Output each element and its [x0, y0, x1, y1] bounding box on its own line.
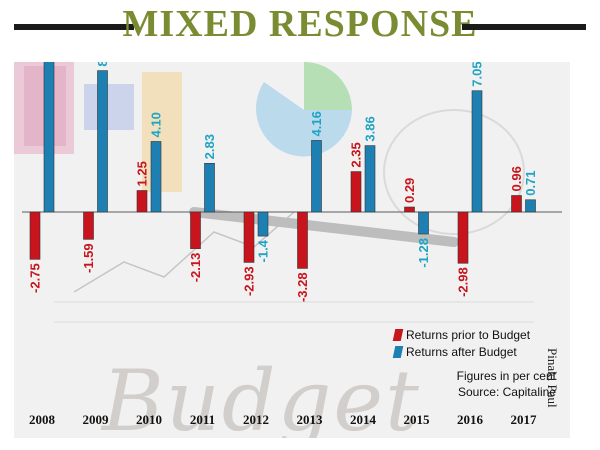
data-label-prior-2009: -1.59 [81, 243, 96, 273]
bar-prior-2010 [136, 190, 148, 213]
legend-swatch-prior [392, 328, 404, 341]
data-label-after-2011: 2.83 [202, 134, 217, 159]
legend: Returns prior to Budget Returns after Bu… [392, 326, 569, 360]
title-rule-left [14, 24, 134, 30]
data-label-after-2014: 3.86 [363, 116, 378, 141]
x-tick-label-2015: 2015 [404, 412, 431, 427]
author-credit: Pinaki Paul [545, 348, 560, 408]
page-title: MIXED RESPONSE [122, 3, 478, 45]
background-budget-word: Budget [102, 352, 421, 438]
legend-item-prior: Returns prior to Budget [392, 326, 569, 343]
header-band: MIXED RESPONSE [0, 0, 600, 52]
data-label-after-2012: -1.4 [256, 239, 271, 262]
bar-prior-2017 [511, 195, 522, 213]
data-label-after-2016: 7.05 [470, 62, 485, 87]
legend-swatch-after [392, 345, 404, 358]
bar-prior-2011 [190, 211, 201, 249]
bar-prior-2009 [83, 211, 94, 240]
chart-panel: Budget -2.759.412008-1.598.2220091.254.1… [14, 62, 570, 438]
x-tick-label-2011: 2011 [190, 412, 215, 427]
chart-notes: Figures in per cent Source: Capitaline [457, 368, 556, 400]
data-label-prior-2015: 0.29 [402, 178, 417, 203]
x-tick-label-2017: 2017 [511, 412, 538, 427]
bar-chart: -2.759.412008-1.598.2220091.254.102010-2… [22, 62, 562, 427]
data-label-prior-2012: -2.93 [242, 266, 257, 296]
x-tick-label-2009: 2009 [83, 412, 110, 427]
bar-after-2013 [311, 140, 322, 213]
bar-prior-2015 [404, 206, 415, 213]
data-label-prior-2010: 1.25 [135, 161, 150, 186]
bar-after-2017 [525, 199, 536, 213]
source-note: Source: Capitaline [457, 385, 556, 399]
bar-prior-2008 [29, 211, 41, 260]
bar-after-2008 [43, 62, 55, 213]
data-label-prior-2017: 0.96 [509, 166, 524, 191]
x-tick-label-2008: 2008 [29, 412, 56, 427]
title-rule-right [462, 24, 586, 30]
bar-prior-2016 [457, 211, 469, 264]
legend-label-after: Returns after Budget [406, 344, 517, 359]
legend-item-after: Returns after Budget [392, 343, 569, 360]
bar-after-2016 [471, 90, 483, 213]
data-label-prior-2011: -2.13 [188, 253, 203, 283]
data-label-after-2015: -1.28 [416, 238, 431, 268]
x-tick-label-2012: 2012 [243, 412, 269, 427]
bar-after-2009 [97, 70, 108, 213]
bar-after-2010 [150, 141, 162, 213]
x-tick-label-2010: 2010 [136, 412, 162, 427]
bar-after-2014 [364, 145, 376, 213]
bar-prior-2012 [243, 211, 255, 263]
data-label-prior-2013: -3.28 [295, 272, 310, 302]
data-label-prior-2014: 2.35 [349, 142, 364, 167]
x-tick-label-2016: 2016 [457, 412, 484, 427]
legend-label-prior: Returns prior to Budget [406, 327, 531, 342]
x-tick-label-2014: 2014 [350, 412, 377, 427]
bar-after-2015 [418, 211, 429, 235]
x-tick-label-2013: 2013 [297, 412, 324, 427]
data-label-after-2009: 8.22 [95, 62, 110, 67]
bar-prior-2013 [297, 211, 308, 269]
units-note: Figures in per cent [456, 369, 556, 383]
data-label-prior-2008: -2.75 [28, 263, 43, 293]
bar-after-2011 [204, 163, 215, 213]
bar-after-2012 [257, 211, 269, 237]
data-label-after-2017: 0.71 [523, 170, 538, 195]
data-label-after-2013: 4.16 [309, 111, 324, 136]
data-label-after-2010: 4.10 [149, 112, 164, 137]
data-label-prior-2016: -2.98 [456, 267, 471, 297]
bar-prior-2014 [350, 171, 362, 213]
